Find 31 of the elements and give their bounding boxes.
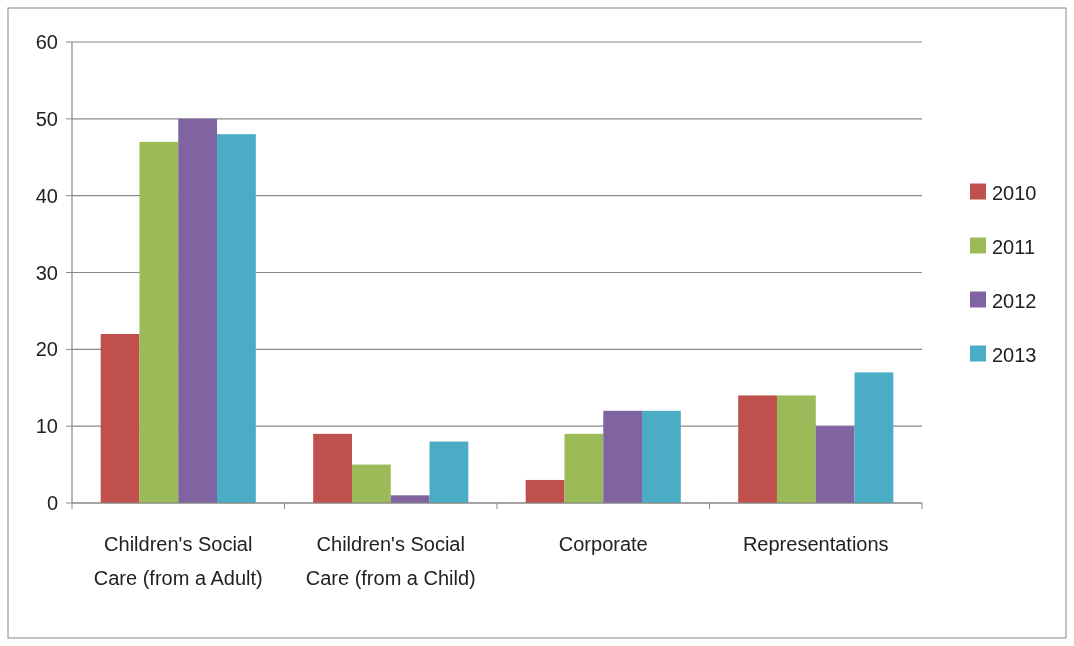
y-tick-label: 50 [35,107,58,130]
x-tick-label: Representations [742,533,889,555]
bar [351,464,391,503]
bar [217,134,256,503]
bar [390,495,430,503]
x-tick-label: Corporate [558,533,648,555]
bar [178,118,218,503]
y-tick-label: 40 [35,184,58,207]
legend-label: 2012 [992,289,1037,312]
bar [642,410,681,503]
bar [603,410,643,503]
bar [776,395,816,503]
bar [429,441,469,503]
legend-label: 2013 [992,343,1037,366]
legend-label: 2010 [992,181,1037,204]
y-tick-label: 30 [35,261,58,284]
bar [139,141,179,503]
y-tick-label: 60 [35,31,58,53]
bar [313,433,352,503]
bar [854,372,894,503]
y-tick-label: 0 [46,492,58,514]
legend-label: 2011 [992,235,1036,258]
bar [564,433,604,503]
y-tick-label: 20 [35,338,58,361]
x-tick-label: Children's Social Care (from a Adult) [93,533,263,589]
x-tick-label: Children's Social Care (from a Child) [305,533,476,589]
bar [525,479,565,503]
bar [815,426,855,503]
y-tick-label: 10 [35,415,58,438]
bar [100,333,140,503]
bar [738,395,777,503]
